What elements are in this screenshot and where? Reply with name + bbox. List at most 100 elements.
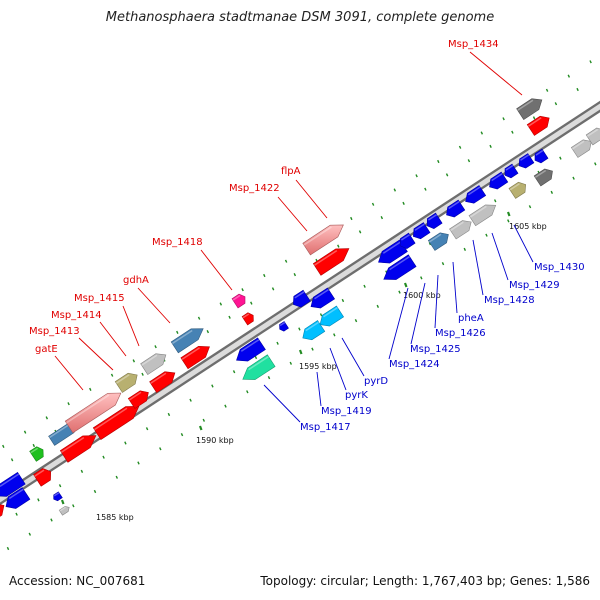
- gene-Msp_1417[interactable]: [242, 354, 276, 380]
- track-tick: [341, 298, 345, 303]
- gene-gdhA-highlight: [171, 329, 193, 345]
- track-tick: [250, 301, 253, 305]
- callout-line: [263, 384, 301, 423]
- gene-label-Msp_1426[interactable]: Msp_1426: [435, 328, 486, 339]
- gene-label-Msp_1413[interactable]: Msp_1413: [29, 326, 80, 337]
- track-tick: [50, 518, 53, 522]
- gene-red-3[interactable]: [149, 371, 176, 394]
- gene-label-Msp_1417[interactable]: Msp_1417: [300, 422, 351, 433]
- gene-label-Msp_1434[interactable]: Msp_1434: [448, 39, 499, 50]
- callout-line: [316, 371, 322, 407]
- gene-red-2[interactable]: [92, 405, 140, 441]
- gene-Msp_1426[interactable]: [446, 199, 466, 218]
- gene-blue-edge-1-highlight: [0, 473, 20, 488]
- track-tick: [480, 131, 484, 135]
- gene-blue-5[interactable]: [504, 163, 519, 179]
- gene-green[interactable]: [29, 446, 44, 462]
- gene-label-Msp_1415[interactable]: Msp_1415: [74, 293, 125, 304]
- gene-Msp_1425-highlight: [414, 223, 425, 231]
- track-tick: [137, 461, 140, 465]
- gene-Msp_1418[interactable]: [231, 293, 246, 309]
- gene-blue-1[interactable]: [236, 337, 266, 362]
- callout-line: [452, 261, 458, 314]
- position-label: 1605 kbp: [509, 222, 547, 231]
- track-tick: [228, 315, 231, 319]
- gene-Msp_1419[interactable]: [302, 320, 326, 341]
- gene-Msp_1428-highlight: [467, 186, 481, 196]
- gene-label-gdhA[interactable]: gdhA: [123, 275, 149, 286]
- gene-Msp_1428[interactable]: [465, 185, 487, 204]
- gene-gatE[interactable]: [64, 392, 122, 434]
- gene-red-4[interactable]: [180, 345, 210, 370]
- gene-label-pyrK[interactable]: pyrK: [345, 390, 368, 401]
- callout-line: [329, 347, 347, 391]
- gene-Msp_1415[interactable]: [140, 353, 167, 376]
- gene-pyrK-highlight: [314, 288, 329, 300]
- gene-blue-2[interactable]: [292, 289, 311, 308]
- gene-label-Msp_1425[interactable]: Msp_1425: [410, 344, 461, 355]
- gene-pyrK[interactable]: [310, 287, 336, 309]
- gene-label-pyrD[interactable]: pyrD: [364, 376, 388, 387]
- track-tick: [358, 230, 362, 234]
- gene-Msp_1414[interactable]: [127, 390, 149, 409]
- gene-blue-5-highlight: [505, 164, 514, 171]
- gene-blue-tick[interactable]: [53, 491, 63, 502]
- gene-label-Msp_1422[interactable]: Msp_1422: [229, 183, 280, 194]
- gene-grey-5[interactable]: [585, 127, 600, 146]
- gene-red-1[interactable]: [59, 435, 97, 463]
- gene-grey-3-highlight: [534, 169, 547, 179]
- gene-grey-4[interactable]: [570, 139, 592, 158]
- gene-label-Msp_1429[interactable]: Msp_1429: [509, 280, 560, 291]
- gene-grey-1[interactable]: [449, 220, 472, 240]
- gene-blue-4[interactable]: [426, 212, 443, 229]
- gene-olive-2[interactable]: [508, 181, 527, 199]
- gene-label-Msp_1418[interactable]: Msp_1418: [152, 237, 203, 248]
- gene-pyrD[interactable]: [319, 305, 345, 327]
- callout-line: [410, 282, 426, 345]
- track-tick: [145, 427, 149, 431]
- gene-label-flpA[interactable]: flpA: [281, 166, 301, 177]
- gene-grey-tick-highlight: [59, 506, 66, 512]
- gene-green-highlight: [30, 447, 39, 454]
- gene-Msp_1430[interactable]: [518, 153, 535, 169]
- gene-label-Msp_1414[interactable]: Msp_1414: [51, 310, 102, 321]
- gene-label-pheA[interactable]: pheA: [458, 313, 484, 324]
- gene-label-Msp_1430[interactable]: Msp_1430: [534, 262, 585, 273]
- gene-Msp_1424b[interactable]: [383, 254, 417, 280]
- gene-grey-tick[interactable]: [58, 506, 70, 516]
- gene-label-Msp_1428[interactable]: Msp_1428: [484, 295, 535, 306]
- gene-red-5[interactable]: [241, 312, 254, 326]
- gene-label-Msp_1419[interactable]: Msp_1419: [321, 406, 372, 417]
- gene-red-2-highlight: [93, 407, 128, 431]
- track-tick: [263, 273, 266, 278]
- gene-label-Msp_1424[interactable]: Msp_1424: [389, 359, 440, 370]
- track-tick: [528, 205, 532, 209]
- gene-Msp_1425[interactable]: [412, 222, 431, 240]
- gene-Msp_1422[interactable]: [302, 224, 344, 256]
- gene-Msp_1434[interactable]: [516, 98, 543, 121]
- gene-red-small[interactable]: [33, 468, 52, 487]
- gene-blue-edge-2[interactable]: [5, 487, 31, 509]
- gene-olive-2-highlight: [509, 183, 520, 191]
- gene-gdhA[interactable]: [170, 328, 204, 354]
- gene-blue-6[interactable]: [534, 148, 549, 164]
- track-tick: [159, 447, 162, 451]
- gene-label-gatE[interactable]: gatE: [35, 344, 58, 355]
- track-tick: [594, 162, 597, 166]
- gene-blue-tiny[interactable]: [279, 321, 289, 332]
- gene-Msp_1424b-highlight: [389, 255, 410, 271]
- gene-blue-3[interactable]: [399, 232, 416, 249]
- gene-Msp_1429[interactable]: [489, 171, 509, 190]
- gene-red-edge[interactable]: [0, 504, 5, 525]
- gene-grey-2[interactable]: [468, 204, 497, 227]
- gene-red-6[interactable]: [526, 115, 550, 136]
- gene-pheA[interactable]: [427, 232, 449, 251]
- track-tick: [206, 330, 210, 334]
- gene-Msp_1413[interactable]: [114, 372, 138, 393]
- gene-blue-edge-1[interactable]: [0, 471, 26, 497]
- gene-Msp_1426-highlight: [448, 200, 460, 210]
- gene-grey-3[interactable]: [533, 168, 553, 187]
- gene-flpA[interactable]: [312, 248, 350, 276]
- callout-line: [472, 239, 484, 296]
- callout-line: [122, 305, 140, 347]
